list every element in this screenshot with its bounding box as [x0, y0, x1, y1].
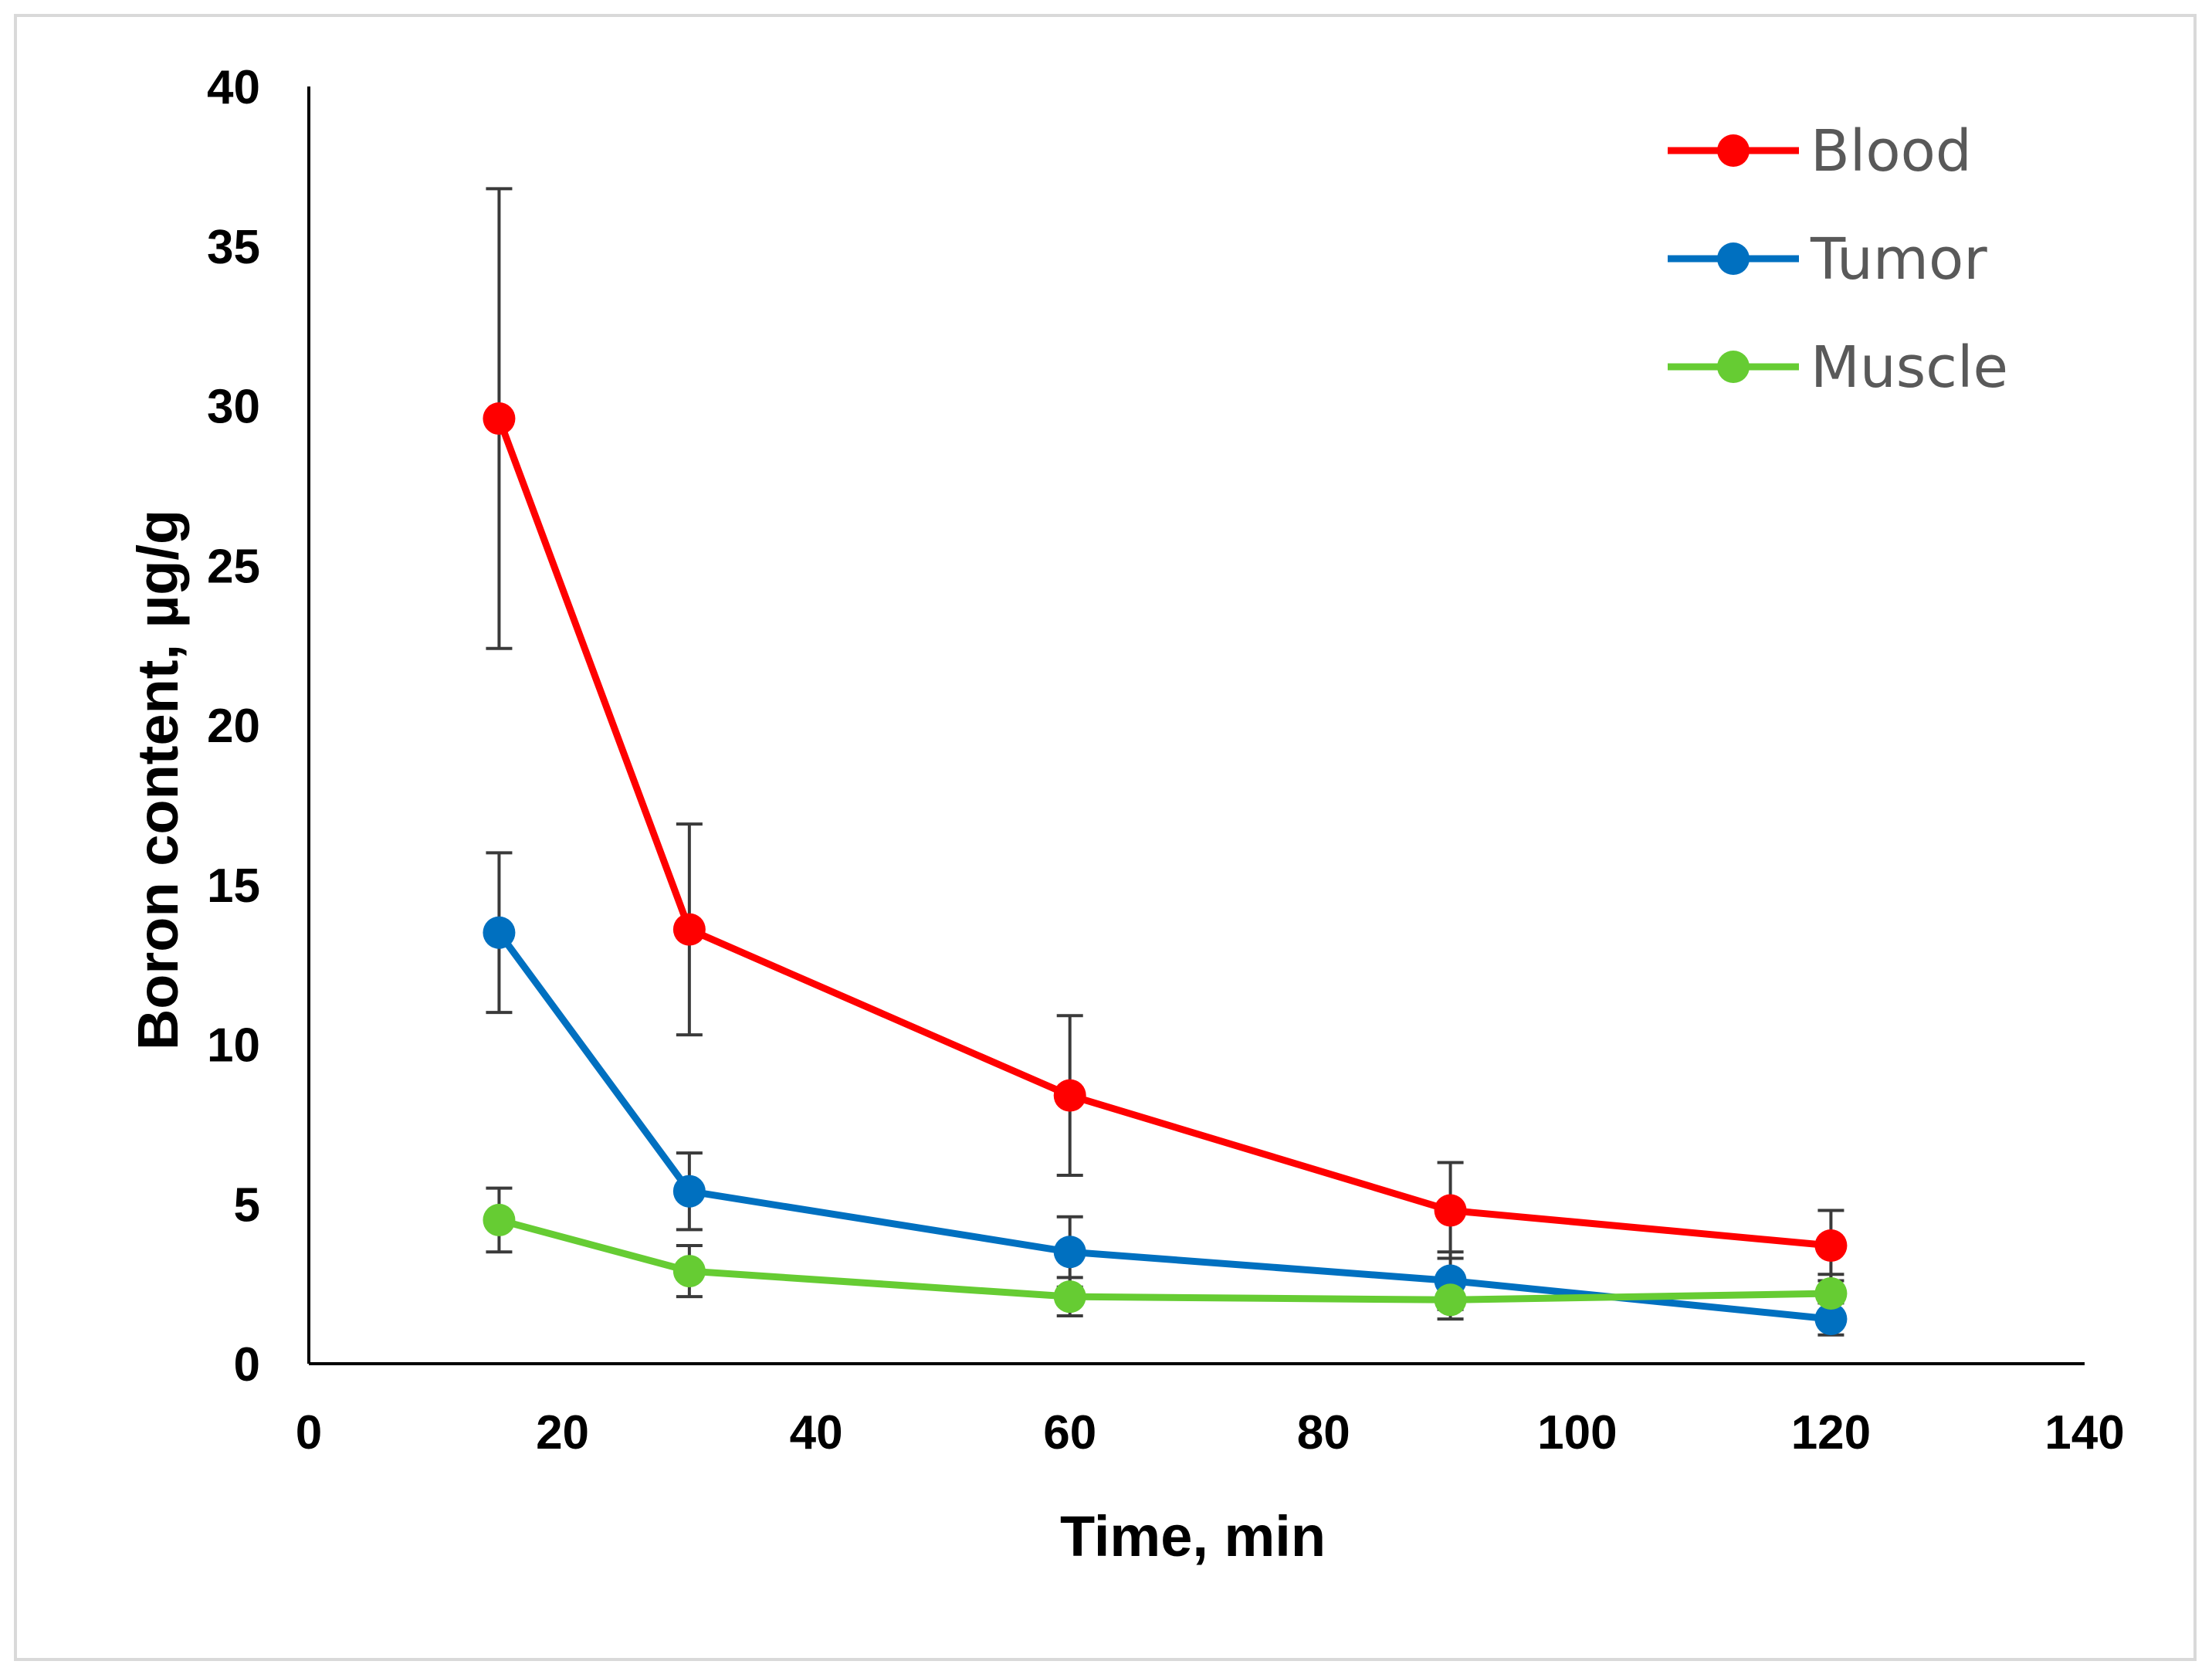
x-tick-label: 100: [1537, 1406, 1617, 1459]
y-tick-label: 30: [207, 381, 260, 434]
legend-swatch-marker: [1717, 351, 1750, 383]
x-tick-label: 140: [2044, 1406, 2124, 1459]
y-tick-label: 35: [207, 221, 260, 274]
data-point-blood: [672, 913, 706, 946]
x-tick-label: 0: [296, 1406, 322, 1459]
y-tick-label: 20: [207, 700, 260, 753]
chart-frame: [14, 14, 2197, 1661]
error-bars: [486, 187, 1844, 1337]
data-point-muscle: [1053, 1280, 1086, 1314]
data-point-blood: [483, 402, 516, 436]
series-line-blood: [496, 417, 1831, 1249]
y-axis-title: Boron content, µg/g: [126, 510, 190, 1050]
legend: Blood Tumor Muscle: [1668, 118, 2008, 401]
y-tick-labels: 0 5 10 15 20 25 30 35 40: [207, 61, 260, 1392]
legend-label: Tumor: [1810, 226, 1987, 293]
data-point-tumor: [1814, 1303, 1848, 1336]
data-point-tumor: [672, 1175, 706, 1208]
axes: [307, 86, 2085, 1365]
y-tick-label: 0: [234, 1338, 260, 1392]
data-point-tumor: [1053, 1236, 1086, 1269]
data-point-blood: [1434, 1194, 1467, 1227]
legend-swatch-marker: [1717, 242, 1750, 275]
data-point-blood: [1814, 1229, 1848, 1263]
x-tick-label: 20: [536, 1406, 589, 1459]
x-tick-label: 60: [1043, 1406, 1096, 1459]
legend-item-blood: Blood: [1668, 118, 1972, 185]
x-tick-label: 40: [790, 1406, 843, 1459]
y-tick-label: 25: [207, 540, 260, 593]
y-tick-label: 10: [207, 1019, 260, 1073]
x-tick-labels: 0 20 40 60 80 100 120 140: [296, 1406, 2125, 1459]
legend-label: Blood: [1811, 118, 1972, 185]
data-points: [483, 402, 1848, 1336]
x-tick-label: 120: [1791, 1406, 1871, 1459]
data-point-blood: [1053, 1079, 1086, 1112]
legend-label: Muscle: [1811, 334, 2008, 401]
x-axis-title: Time, min: [1060, 1504, 1326, 1568]
data-point-muscle: [483, 1203, 516, 1236]
data-point-muscle: [1434, 1283, 1467, 1317]
x-tick-label: 80: [1297, 1406, 1350, 1459]
legend-item-muscle: Muscle: [1668, 334, 2008, 401]
legend-item-tumor: Tumor: [1668, 226, 1987, 293]
y-tick-label: 15: [207, 859, 260, 913]
y-tick-label: 5: [234, 1178, 260, 1232]
data-point-tumor: [483, 916, 516, 949]
y-tick-label: 40: [207, 61, 260, 114]
legend-swatch-marker: [1717, 134, 1750, 167]
data-point-muscle: [672, 1255, 706, 1288]
data-point-muscle: [1814, 1277, 1848, 1310]
